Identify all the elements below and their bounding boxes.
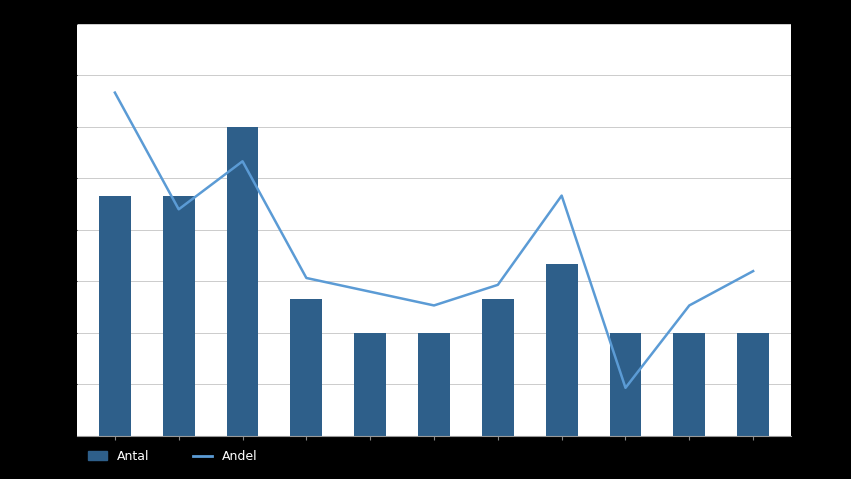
Bar bbox=[482, 298, 514, 436]
Bar bbox=[163, 195, 195, 436]
Legend: Antal, Andel: Antal, Andel bbox=[83, 445, 262, 468]
Bar bbox=[737, 333, 769, 436]
Bar bbox=[354, 333, 386, 436]
Bar bbox=[418, 333, 450, 436]
Bar bbox=[290, 298, 323, 436]
Bar bbox=[226, 127, 259, 436]
Bar bbox=[545, 264, 578, 436]
Bar bbox=[99, 195, 131, 436]
Bar bbox=[673, 333, 705, 436]
Bar bbox=[609, 333, 642, 436]
